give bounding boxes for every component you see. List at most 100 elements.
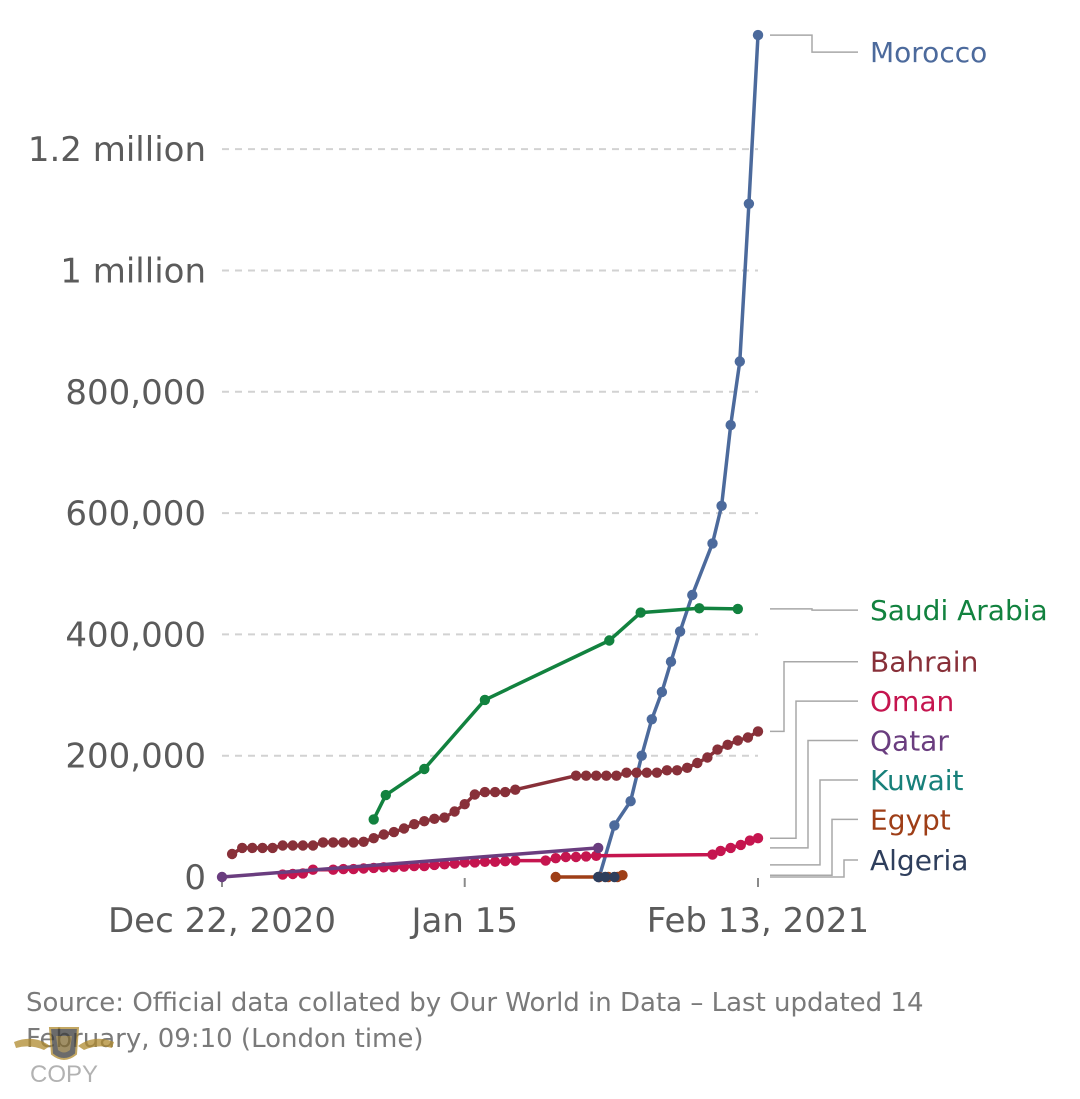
- point-morocco: [752, 29, 764, 41]
- x-tick-label: Feb 13, 2021: [647, 901, 869, 941]
- point-morocco: [646, 714, 657, 725]
- point-bahrain: [247, 842, 258, 854]
- point-saudi-arabia: [694, 603, 705, 614]
- point-bahrain: [510, 784, 521, 795]
- point-qatar: [216, 871, 228, 883]
- point-saudi-arabia: [635, 607, 646, 618]
- leader-egypt: [770, 818, 858, 876]
- leader-kuwait: [770, 779, 858, 866]
- point-bahrain: [489, 786, 501, 798]
- point-bahrain: [398, 823, 410, 834]
- point-oman: [510, 855, 521, 866]
- x-axis: Dec 22, 2020 Jan 15 Feb 13, 2021: [108, 878, 869, 941]
- point-bahrain: [661, 765, 673, 776]
- point-oman: [725, 842, 736, 854]
- series-morocco: [594, 29, 764, 883]
- point-bahrain: [621, 767, 632, 778]
- point-bahrain: [297, 840, 309, 851]
- point-bahrain: [237, 842, 248, 854]
- point-oman: [500, 856, 511, 867]
- point-bahrain: [580, 770, 592, 781]
- point-morocco: [734, 356, 745, 367]
- leader-algeria: [770, 859, 858, 878]
- point-oman: [560, 851, 571, 863]
- point-bahrain: [287, 840, 298, 851]
- point-algeria: [609, 871, 620, 883]
- point-saudi-arabia: [419, 763, 430, 775]
- point-bahrain: [641, 767, 652, 778]
- series-saudi-arabia: [368, 603, 743, 825]
- point-oman: [715, 845, 726, 857]
- point-bahrain: [469, 789, 480, 800]
- point-bahrain: [419, 816, 430, 827]
- watermark-text: COPY: [30, 1061, 98, 1088]
- point-bahrain: [500, 786, 511, 798]
- point-bahrain: [277, 840, 288, 851]
- series-algeria: [593, 871, 620, 883]
- y-tick-label: 1 million: [60, 251, 206, 291]
- point-bahrain: [317, 837, 329, 848]
- y-tick-label: 400,000: [65, 615, 206, 655]
- point-saudi-arabia: [732, 603, 743, 615]
- y-tick-label: 200,000: [65, 737, 206, 777]
- point-bahrain: [429, 813, 440, 824]
- series-label-oman: Oman: [870, 685, 954, 718]
- leader-saudi-arabia: [770, 608, 858, 611]
- point-morocco: [725, 419, 736, 431]
- leader-morocco: [770, 34, 858, 53]
- x-tick-label: Dec 22, 2020: [108, 901, 336, 941]
- series-label-egypt: Egypt: [870, 803, 951, 836]
- series-label-saudi-arabia: Saudi Arabia: [870, 594, 1048, 627]
- point-oman: [752, 833, 764, 844]
- point-bahrain: [712, 744, 723, 755]
- point-bahrain: [338, 837, 349, 848]
- point-bahrain: [459, 799, 470, 810]
- source-note: Source: Official data collated by Our Wo…: [26, 988, 924, 1054]
- watermark-logo: COPY: [4, 1014, 124, 1098]
- point-oman: [419, 860, 430, 872]
- point-egypt: [550, 871, 561, 883]
- point-saudi-arabia: [604, 635, 615, 646]
- series-qatar: [216, 842, 604, 883]
- leader-oman: [770, 700, 858, 839]
- point-bahrain: [682, 762, 693, 773]
- line-qatar: [221, 846, 599, 879]
- leader-bahrain: [770, 660, 858, 733]
- point-morocco: [674, 626, 686, 637]
- point-bahrain: [368, 833, 379, 844]
- point-morocco: [656, 686, 668, 698]
- point-oman: [550, 853, 561, 864]
- series-label-qatar: Qatar: [870, 725, 949, 758]
- point-oman: [707, 849, 718, 860]
- y-tick-label: 0: [184, 858, 206, 898]
- point-oman: [744, 835, 756, 846]
- point-bahrain: [378, 829, 389, 840]
- point-bahrain: [307, 840, 319, 851]
- y-axis-tick-labels: 0 200,000 400,000 600,000 800,000 1 million 1.…: [28, 130, 206, 898]
- point-oman: [489, 856, 501, 867]
- point-bahrain: [479, 786, 491, 798]
- point-morocco: [665, 656, 677, 667]
- point-oman: [735, 839, 746, 851]
- point-oman: [570, 851, 582, 863]
- point-bahrain: [722, 739, 733, 750]
- point-bahrain: [570, 770, 582, 781]
- point-morocco: [687, 589, 698, 601]
- point-morocco: [707, 538, 718, 549]
- point-saudi-arabia: [368, 814, 379, 825]
- point-oman: [540, 855, 551, 866]
- point-bahrain: [328, 837, 339, 848]
- point-bahrain: [601, 770, 612, 781]
- point-bahrain: [611, 770, 622, 781]
- point-bahrain: [702, 752, 713, 763]
- x-tick-label: Jan 15: [409, 901, 517, 941]
- point-oman: [449, 858, 460, 869]
- point-egypt: [617, 870, 628, 881]
- series-labels: Morocco Saudi Arabia Bahrain Oman Qatar Kuwai…: [870, 36, 1048, 877]
- series-lines: [216, 29, 764, 883]
- point-oman: [580, 851, 592, 862]
- point-bahrain: [692, 757, 703, 769]
- point-morocco: [625, 796, 636, 807]
- line-morocco: [597, 35, 760, 878]
- point-bahrain: [591, 770, 602, 781]
